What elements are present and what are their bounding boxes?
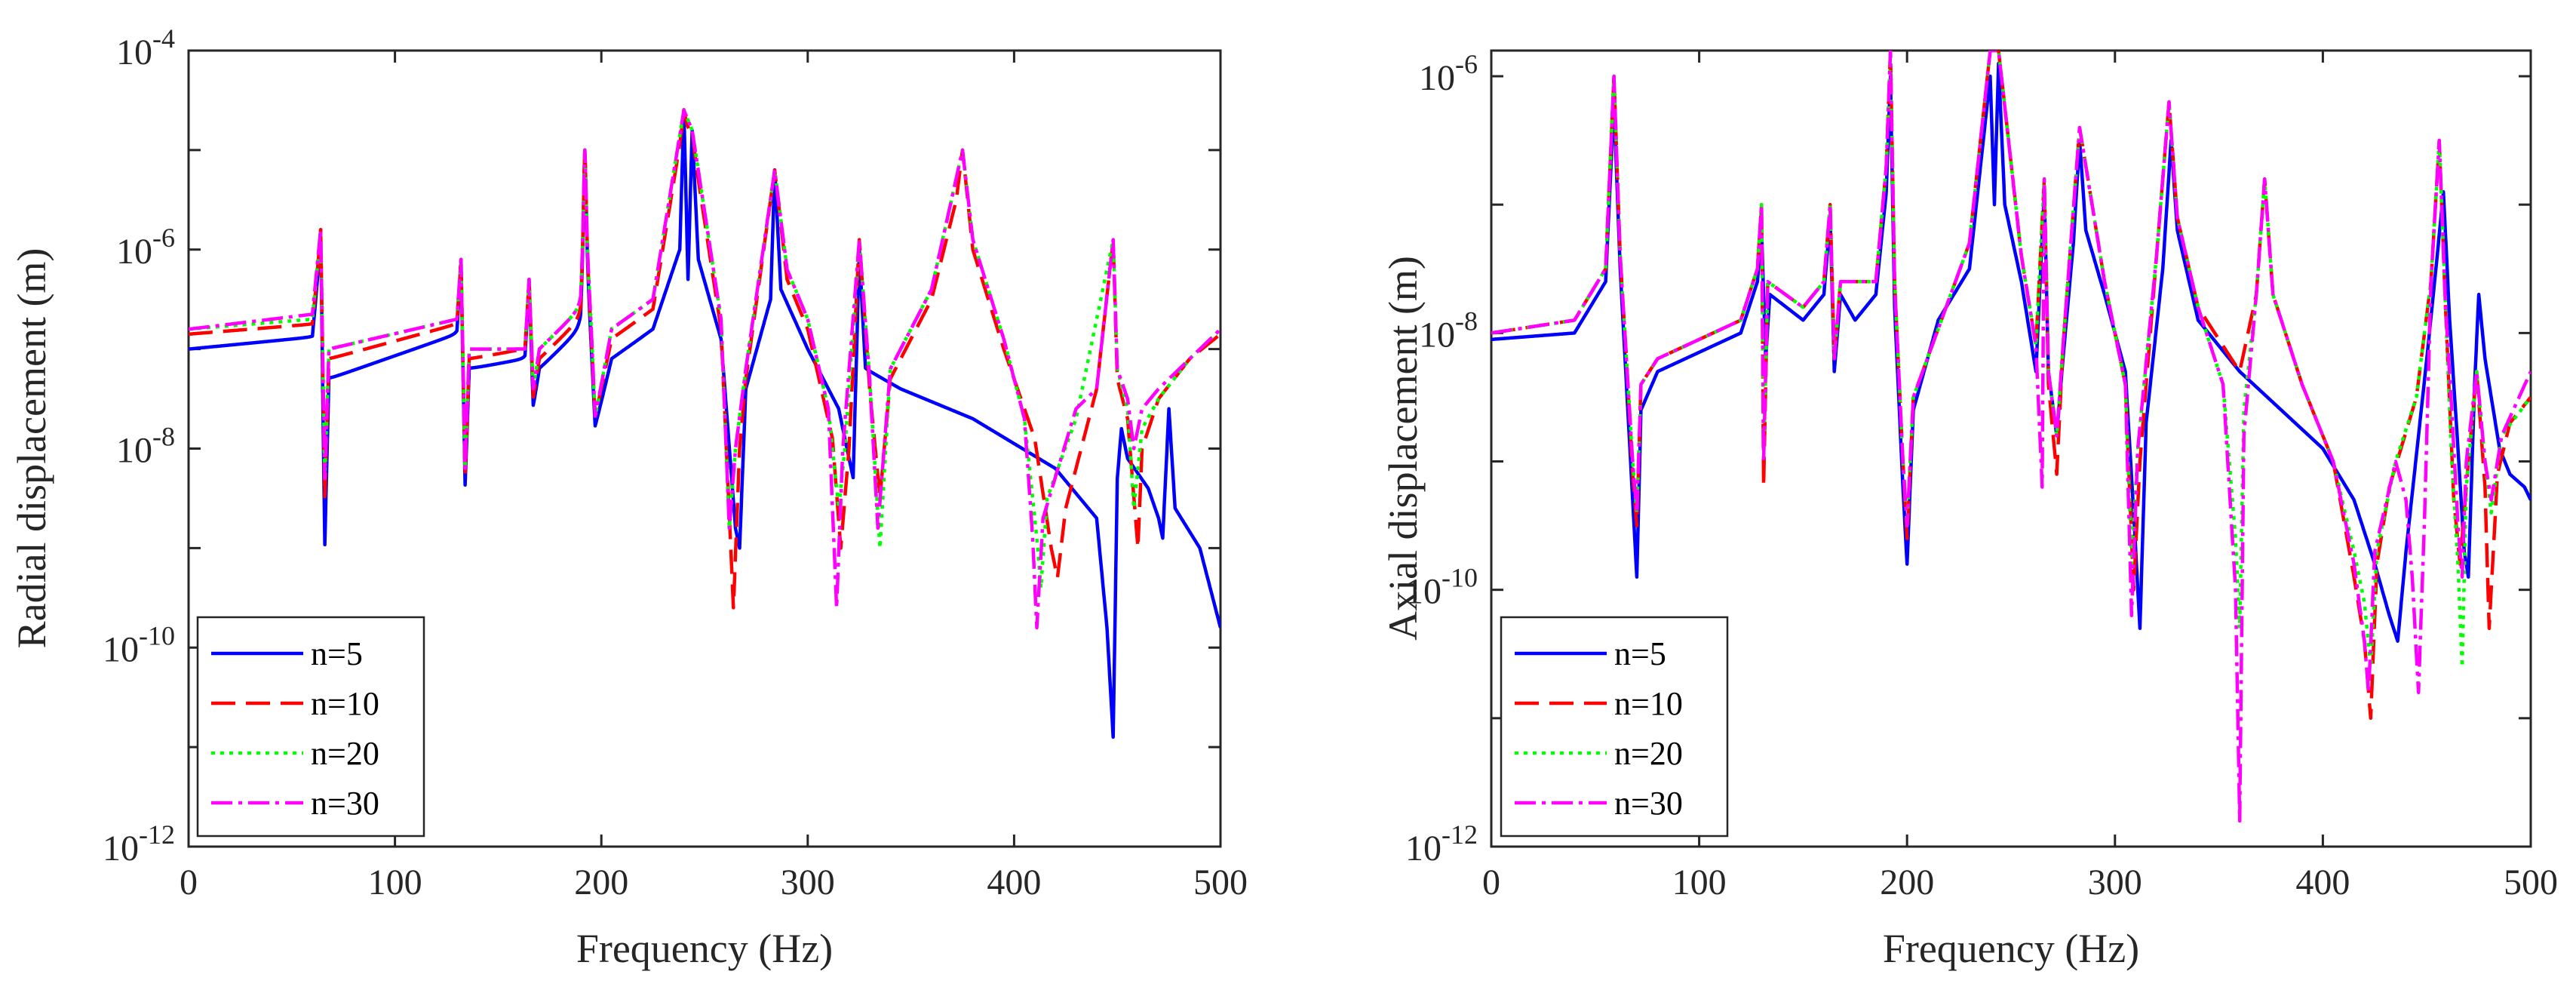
y-tick-label: 10-4	[116, 23, 175, 72]
legend-label: n=10	[1614, 685, 1683, 722]
x-tick-label: 500	[2504, 862, 2558, 902]
x-tick-label: 0	[180, 862, 198, 902]
x-axis-label: Frequency (Hz)	[576, 926, 833, 971]
x-tick-label: 400	[987, 862, 1041, 902]
axial-displacement-chart: 0 100 200 300 400 50010-1210-1010-810-6Freque…	[1380, 49, 2558, 971]
y-tick-base: 10	[116, 232, 152, 272]
y-tick-exponent: -8	[152, 422, 175, 452]
x-tick-label: 100	[1672, 862, 1727, 902]
x-tick-label: 100	[368, 862, 422, 902]
legend: n=5 n=10 n=20 n=30	[1500, 616, 1729, 838]
y-tick-label: 10-10	[1405, 563, 1478, 612]
y-tick-base: 10	[116, 431, 152, 471]
y-tick-base: 10	[1405, 572, 1442, 612]
y-tick-exponent: -10	[139, 620, 175, 650]
y-tick-exponent: -8	[1455, 306, 1478, 336]
legend: n=5 n=10 n=20 n=30	[196, 616, 425, 838]
y-tick-base: 10	[1419, 315, 1455, 355]
legend-label: n=5	[1614, 635, 1666, 672]
y-tick-base: 10	[1419, 58, 1455, 98]
legend-label: n=30	[1614, 785, 1683, 822]
series-line-n-5	[1491, 61, 2531, 643]
series-line-n-30	[1491, 51, 2531, 823]
y-tick-exponent: -12	[139, 819, 175, 850]
x-tick-label: 500	[1193, 862, 1248, 902]
x-axis-label: Frequency (Hz)	[1883, 926, 2139, 971]
legend-label: n=20	[1614, 735, 1683, 772]
y-tick-base: 10	[103, 828, 139, 868]
series-group	[189, 108, 1220, 739]
series-line-n-30	[189, 108, 1220, 630]
y-tick-exponent: -4	[152, 23, 175, 54]
series-line-n-20	[1491, 51, 2531, 669]
x-tick-label: 0	[1482, 862, 1500, 902]
legend-label: n=30	[311, 785, 379, 822]
y-tick-label: 10-12	[103, 819, 175, 868]
y-tick-label: 10-8	[1419, 306, 1478, 355]
y-tick-exponent: -6	[1455, 49, 1478, 79]
legend-label: n=5	[311, 635, 363, 672]
y-axis-label: Axial displacement (m)	[1380, 256, 1426, 641]
y-tick-label: 10-8	[116, 422, 175, 471]
x-tick-label: 300	[2088, 862, 2142, 902]
y-tick-exponent: -10	[1442, 563, 1478, 593]
legend-label: n=10	[311, 685, 379, 722]
x-tick-label: 400	[2295, 862, 2350, 902]
y-axis-label: Radial displacement (m)	[9, 248, 54, 649]
y-tick-label: 10-10	[103, 620, 175, 669]
y-tick-label: 10-12	[1405, 819, 1478, 868]
y-tick-base: 10	[103, 629, 139, 669]
x-tick-label: 200	[1880, 862, 1934, 902]
y-tick-label: 10-6	[1419, 49, 1478, 98]
y-tick-base: 10	[1405, 828, 1442, 868]
series-group	[1491, 51, 2531, 823]
radial-displacement-chart: 0 100 200 300 400 50010-1210-1010-810-610-4Fr…	[9, 23, 1248, 971]
y-tick-label: 10-6	[116, 223, 175, 272]
y-tick-base: 10	[116, 32, 152, 72]
x-tick-label: 300	[781, 862, 835, 902]
x-tick-label: 200	[574, 862, 628, 902]
y-tick-exponent: -12	[1442, 819, 1478, 850]
y-tick-exponent: -6	[152, 223, 175, 253]
legend-label: n=20	[311, 735, 379, 772]
series-line-n-5	[189, 108, 1220, 739]
